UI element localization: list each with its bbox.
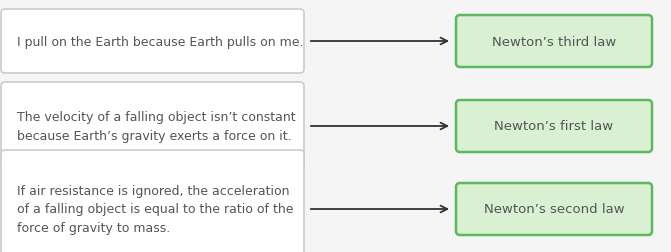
Text: The velocity of a falling object isn’t constant
because Earth’s gravity exerts a: The velocity of a falling object isn’t c… <box>17 111 296 142</box>
FancyBboxPatch shape <box>1 83 304 170</box>
FancyBboxPatch shape <box>456 16 652 68</box>
Text: Newton’s second law: Newton’s second law <box>484 203 624 216</box>
FancyBboxPatch shape <box>456 183 652 235</box>
Text: If air resistance is ignored, the acceleration
of a falling object is equal to t: If air resistance is ignored, the accele… <box>17 184 293 234</box>
FancyBboxPatch shape <box>456 101 652 152</box>
Text: I pull on the Earth because Earth pulls on me.: I pull on the Earth because Earth pulls … <box>17 35 303 48</box>
FancyBboxPatch shape <box>1 10 304 74</box>
Text: Newton’s first law: Newton’s first law <box>495 120 613 133</box>
FancyBboxPatch shape <box>1 150 304 252</box>
Text: Newton’s third law: Newton’s third law <box>492 35 616 48</box>
